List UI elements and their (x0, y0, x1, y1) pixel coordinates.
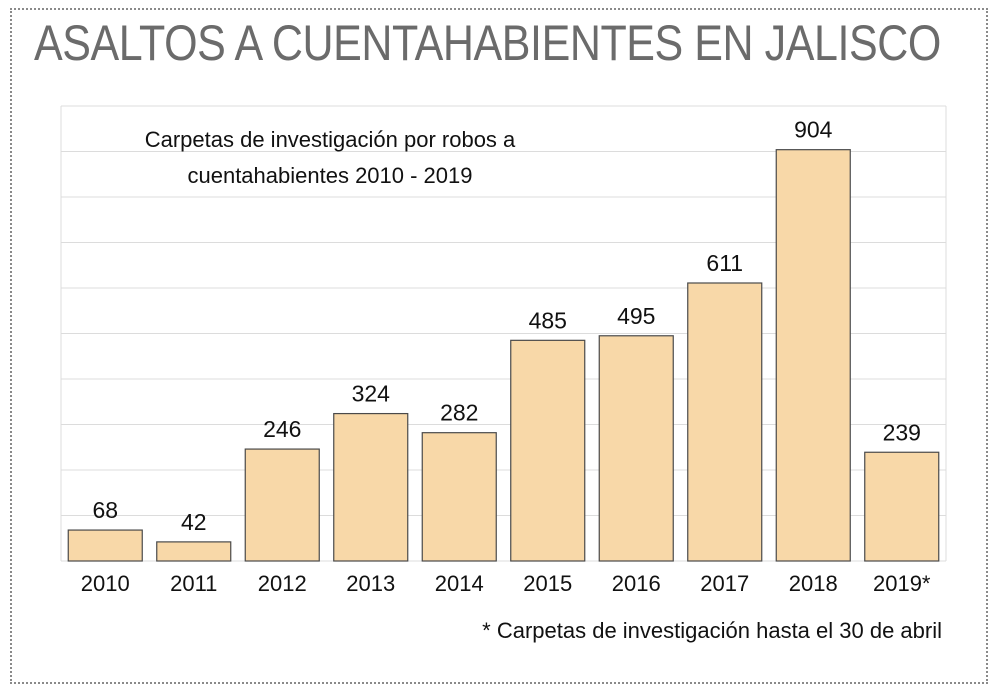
chart-subtitle-line-2: cuentahabientes 2010 - 2019 (187, 163, 472, 188)
bar-2010 (67, 529, 143, 562)
bar-2013 (333, 412, 409, 562)
x-tick-label: 2019* (873, 571, 931, 596)
bar-2017 (687, 282, 763, 562)
x-tick-label: 2017 (700, 571, 749, 596)
x-tick-label: 2013 (346, 571, 395, 596)
value-label: 68 (92, 497, 118, 523)
value-label: 904 (794, 117, 833, 143)
bar-2018 (775, 149, 851, 562)
bar-2014 (421, 432, 497, 562)
footnote: * Carpetas de investigación hasta el 30 … (482, 618, 942, 643)
page-title: ASALTOS A CUENTAHABIENTES EN JALISCO (34, 15, 941, 71)
x-tick-label: 2016 (612, 571, 661, 596)
value-label: 324 (352, 381, 391, 407)
bar-2016 (598, 335, 674, 562)
x-tick-label: 2015 (523, 571, 572, 596)
x-tick-label: 2011 (170, 571, 217, 596)
x-tick-label: 2012 (258, 571, 307, 596)
chart-subtitle-line-1: Carpetas de investigación por robos a (145, 127, 516, 152)
value-label: 282 (440, 400, 478, 426)
x-tick-label: 2018 (789, 571, 838, 596)
value-label: 239 (883, 419, 921, 445)
value-label: 42 (181, 509, 207, 535)
value-label: 611 (706, 250, 743, 276)
bar-2015 (510, 339, 586, 562)
x-axis-labels: 2010 2011 2012 2013 2014 2015 2016 2017 2018 2019… (81, 571, 931, 596)
x-tick-label: 2014 (435, 571, 484, 596)
bar-2012 (244, 448, 320, 562)
value-label: 246 (263, 416, 301, 442)
value-label: 495 (617, 303, 655, 329)
chart-frame (10, 8, 988, 684)
x-tick-label: 2010 (81, 571, 130, 596)
bars (67, 149, 940, 562)
value-label: 485 (529, 307, 567, 333)
value-labels: 68 42 246 324 282 485 495 611 904 239 (92, 117, 920, 535)
bar-2019* (864, 451, 940, 562)
bar-2011 (156, 541, 232, 562)
